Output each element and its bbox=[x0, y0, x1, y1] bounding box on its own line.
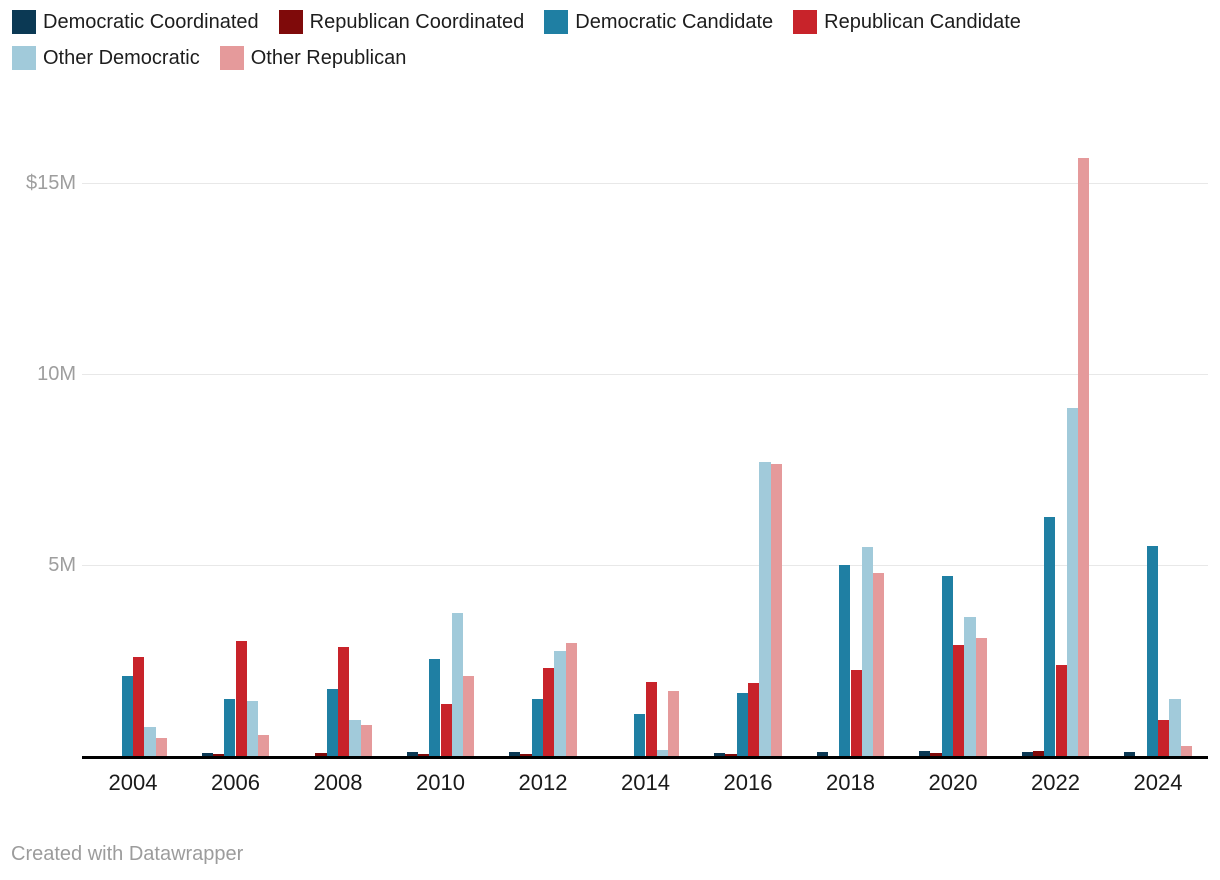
bar[interactable] bbox=[440, 704, 452, 756]
legend-item: Other Democratic bbox=[12, 46, 200, 70]
bar[interactable] bbox=[1055, 665, 1067, 756]
legend-item: Democratic Coordinated bbox=[12, 10, 259, 34]
bar[interactable] bbox=[668, 691, 680, 756]
bar[interactable] bbox=[565, 643, 577, 756]
bar[interactable] bbox=[360, 725, 372, 756]
bar[interactable] bbox=[235, 641, 247, 756]
x-axis-tick-label: 2016 bbox=[723, 770, 773, 795]
bar[interactable] bbox=[326, 689, 338, 756]
y-axis-tick-label: $15M bbox=[25, 172, 76, 194]
bar[interactable] bbox=[816, 752, 828, 756]
legend-label: Other Republican bbox=[250, 47, 407, 69]
legend-item: Republican Coordinated bbox=[278, 10, 525, 34]
bar[interactable] bbox=[212, 754, 225, 756]
legend: Democratic Coordinated Republican Coordin… bbox=[12, 10, 1212, 70]
legend-swatch-icon bbox=[219, 46, 244, 70]
bar[interactable] bbox=[133, 656, 145, 756]
y-gridline bbox=[82, 183, 1208, 184]
legend-label: Other Democratic bbox=[43, 47, 200, 69]
bar[interactable] bbox=[509, 752, 521, 756]
bar[interactable] bbox=[121, 675, 133, 756]
x-axis-tick-label: 2006 bbox=[211, 770, 260, 795]
bar[interactable] bbox=[155, 737, 167, 756]
bar[interactable] bbox=[1146, 545, 1158, 756]
y-gridline bbox=[82, 565, 1208, 566]
bar[interactable] bbox=[463, 675, 475, 756]
x-axis-tick-label: 2012 bbox=[518, 770, 568, 795]
bar[interactable] bbox=[451, 612, 464, 756]
legend-item: Democratic Candidate bbox=[544, 10, 773, 34]
bar[interactable] bbox=[873, 572, 885, 756]
bar[interactable] bbox=[543, 668, 555, 756]
bar[interactable] bbox=[634, 713, 646, 756]
x-axis-tick-label: 2010 bbox=[416, 770, 465, 795]
bar[interactable] bbox=[224, 698, 236, 756]
bar[interactable] bbox=[258, 734, 270, 756]
bar[interactable] bbox=[725, 754, 737, 756]
bar[interactable] bbox=[759, 461, 771, 756]
x-axis-tick-label: 2004 bbox=[108, 770, 158, 795]
legend-label: Democratic Candidate bbox=[575, 11, 774, 33]
legend-label: Republican Coordinated bbox=[309, 11, 525, 33]
bar[interactable] bbox=[736, 692, 748, 756]
bar[interactable] bbox=[1180, 746, 1192, 756]
y-axis-tick-label: 10M bbox=[37, 363, 76, 385]
bar[interactable] bbox=[930, 752, 942, 756]
bar[interactable] bbox=[520, 753, 532, 756]
bar[interactable] bbox=[1078, 158, 1090, 756]
bar[interactable] bbox=[1169, 698, 1181, 756]
bar[interactable] bbox=[429, 658, 441, 756]
bar[interactable] bbox=[531, 698, 543, 756]
bar[interactable] bbox=[850, 670, 862, 756]
bar[interactable] bbox=[975, 637, 987, 756]
bar[interactable] bbox=[748, 683, 760, 756]
bar[interactable] bbox=[1124, 752, 1136, 756]
bar[interactable] bbox=[201, 752, 213, 756]
y-gridline bbox=[82, 374, 1208, 375]
bar[interactable] bbox=[406, 752, 418, 756]
bar[interactable] bbox=[1158, 719, 1170, 756]
bar[interactable] bbox=[1066, 408, 1079, 756]
bar[interactable] bbox=[919, 751, 931, 756]
legend-swatch-icon bbox=[12, 46, 36, 70]
x-axis-tick-label: 2024 bbox=[1133, 770, 1183, 795]
legend-item: Republican Candidate bbox=[793, 10, 1021, 34]
x-axis-tick-label: 2022 bbox=[1031, 770, 1080, 795]
bar[interactable] bbox=[554, 650, 566, 756]
legend-label: Republican Candidate bbox=[824, 11, 1021, 33]
bar[interactable] bbox=[349, 719, 361, 756]
bar[interactable] bbox=[714, 752, 726, 756]
bar[interactable] bbox=[315, 752, 327, 756]
x-axis-line bbox=[82, 756, 1208, 759]
bar[interactable] bbox=[941, 576, 953, 756]
bar[interactable] bbox=[246, 700, 259, 756]
x-axis-tick-label: 2020 bbox=[928, 770, 978, 795]
x-axis-tick-label: 2014 bbox=[621, 770, 670, 795]
bar[interactable] bbox=[953, 645, 965, 756]
legend-item: Other Republican bbox=[219, 46, 407, 70]
bar[interactable] bbox=[645, 681, 657, 756]
bar[interactable] bbox=[964, 616, 976, 756]
bar[interactable] bbox=[861, 547, 874, 756]
x-axis-tick-label: 2018 bbox=[826, 770, 875, 795]
bar[interactable] bbox=[1044, 517, 1056, 756]
legend-swatch-icon bbox=[278, 10, 303, 34]
bar[interactable] bbox=[656, 750, 669, 756]
legend-swatch-icon bbox=[793, 10, 818, 34]
x-axis-tick-label: 2008 bbox=[313, 770, 363, 795]
datawrapper-credit: Created with Datawrapper bbox=[11, 843, 244, 865]
legend-label: Democratic Coordinated bbox=[43, 11, 259, 33]
y-axis-tick-label: 5M bbox=[48, 554, 76, 576]
bar[interactable] bbox=[770, 463, 782, 756]
legend-swatch-icon bbox=[544, 10, 569, 34]
legend-swatch-icon bbox=[12, 10, 36, 34]
bar[interactable] bbox=[1021, 752, 1033, 756]
bar[interactable] bbox=[338, 647, 350, 756]
bar[interactable] bbox=[144, 727, 156, 756]
bar[interactable] bbox=[839, 565, 851, 756]
bar[interactable] bbox=[1032, 751, 1045, 756]
bar[interactable] bbox=[417, 753, 430, 756]
